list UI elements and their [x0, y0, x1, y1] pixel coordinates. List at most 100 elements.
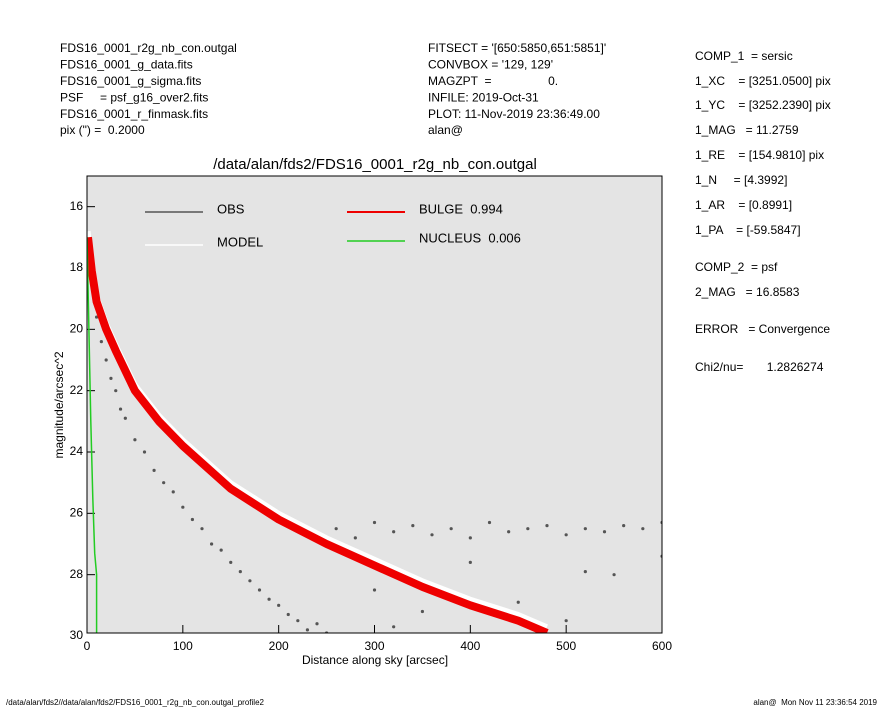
profile-line	[87, 237, 98, 633]
info-right: ERROR = Convergence	[695, 322, 830, 336]
obs-point	[200, 527, 204, 531]
obs-point	[411, 524, 415, 528]
obs-point	[516, 600, 520, 604]
x-tick-label: 500	[556, 639, 576, 653]
obs-point	[162, 481, 166, 485]
y-tick-label: 16	[70, 199, 84, 213]
obs-point	[171, 490, 175, 494]
obs-point	[449, 527, 453, 531]
obs-point	[583, 570, 587, 574]
x-tick-label: 400	[460, 639, 480, 653]
obs-point	[277, 603, 281, 607]
obs-point	[190, 517, 195, 522]
y-tick-label: 24	[70, 444, 84, 458]
obs-point	[209, 542, 214, 546]
obs-point	[296, 619, 300, 623]
obs-point	[238, 570, 242, 574]
obs-point	[487, 520, 492, 525]
obs-point	[602, 530, 607, 534]
obs-point	[564, 533, 568, 537]
info-left: FDS16_0001_g_data.fits	[60, 58, 193, 72]
footer-left: /data/alan/fds2//data/alan/fds2/FDS16_00…	[6, 698, 265, 707]
x-tick-label: 100	[173, 639, 193, 653]
info-left: FDS16_0001_r_finmask.fits	[60, 107, 208, 121]
obs-point	[526, 527, 530, 531]
obs-point	[109, 376, 113, 380]
info-right: 1_PA = [-59.5847]	[695, 223, 801, 237]
obs-point	[430, 533, 434, 537]
x-tick-label: 600	[652, 639, 672, 653]
info-right: 2_MAG = 16.8583	[695, 285, 800, 299]
obs-point	[372, 520, 377, 525]
obs-point	[219, 548, 223, 552]
info-left: pix (") = 0.2000	[60, 123, 145, 137]
info-mid: PLOT: 11-Nov-2019 23:36:49.00	[428, 107, 600, 121]
obs-point	[315, 622, 319, 626]
obs-point	[392, 625, 396, 629]
obs-point	[99, 340, 103, 344]
legend-label: NUCLEUS 0.006	[419, 230, 521, 245]
info-right: COMP_1 = sersic	[695, 49, 793, 63]
obs-point	[564, 619, 568, 623]
obs-point	[181, 505, 185, 509]
obs-point	[123, 416, 127, 420]
y-axis-label: magnitude/arcsec^2	[52, 351, 66, 458]
obs-point	[229, 560, 233, 565]
obs-point	[545, 524, 549, 528]
info-mid: FITSECT = '[650:5850,651:5851]'	[428, 41, 606, 55]
y-tick-label: 20	[70, 322, 84, 336]
y-tick-label: 28	[70, 567, 84, 581]
info-left: FDS16_0001_r2g_nb_con.outgal	[60, 41, 237, 55]
obs-point	[468, 560, 472, 565]
obs-point	[248, 579, 252, 583]
obs-point	[420, 609, 425, 614]
obs-point	[622, 524, 626, 528]
obs-point	[104, 358, 108, 362]
y-tick-label: 26	[70, 506, 84, 520]
info-mid: INFILE: 2019-Oct-31	[428, 90, 539, 104]
chart-title: /data/alan/fds2/FDS16_0001_r2g_nb_con.ou…	[213, 156, 537, 173]
obs-point	[468, 536, 472, 540]
obs-point	[152, 468, 156, 472]
info-mid: MAGZPT = 0.	[428, 74, 558, 88]
obs-point	[118, 407, 123, 411]
obs-point	[612, 573, 616, 577]
obs-point	[133, 438, 137, 442]
legend-label: OBS	[217, 201, 245, 216]
info-right: 1_MAG = 11.2759	[695, 123, 799, 137]
x-axis-label: Distance along sky [arcsec]	[302, 653, 448, 667]
obs-point	[114, 389, 118, 393]
info-left: FDS16_0001_g_sigma.fits	[60, 74, 201, 88]
obs-point	[334, 527, 338, 531]
info-mid: CONVBOX = '129, 129'	[428, 58, 553, 72]
y-tick-label: 22	[70, 383, 84, 397]
legend-label: BULGE 0.994	[419, 201, 503, 216]
obs-point	[372, 588, 377, 592]
info-right: 1_AR = [0.8991]	[695, 198, 792, 212]
obs-point	[507, 530, 511, 534]
x-tick-label: 300	[364, 639, 384, 653]
footer-right: alan@ Mon Nov 11 23:36:54 2019	[753, 698, 877, 707]
obs-point	[286, 612, 290, 617]
profile-line	[87, 236, 549, 633]
x-tick-label: 0	[84, 639, 91, 653]
info-right: Chi2/nu= 1.2826274	[695, 360, 824, 374]
obs-point	[392, 530, 396, 534]
info-mid: alan@	[428, 123, 463, 137]
plot-frame	[86, 175, 663, 634]
info-right: 1_YC = [3252.2390] pix	[695, 98, 831, 112]
obs-point	[641, 527, 645, 531]
legend-label: MODEL	[217, 234, 263, 249]
info-right: 1_RE = [154.9810] pix	[695, 148, 824, 162]
info-left: PSF = psf_g16_over2.fits	[60, 90, 208, 104]
obs-point	[353, 536, 357, 540]
obs-point	[267, 597, 271, 601]
obs-point	[583, 527, 587, 531]
obs-point	[142, 450, 147, 454]
info-right: COMP_2 = psf	[695, 260, 778, 274]
obs-point	[257, 588, 262, 592]
plot-content	[87, 206, 662, 633]
info-right: 1_XC = [3251.0500] pix	[695, 74, 831, 88]
obs-point	[94, 315, 99, 319]
